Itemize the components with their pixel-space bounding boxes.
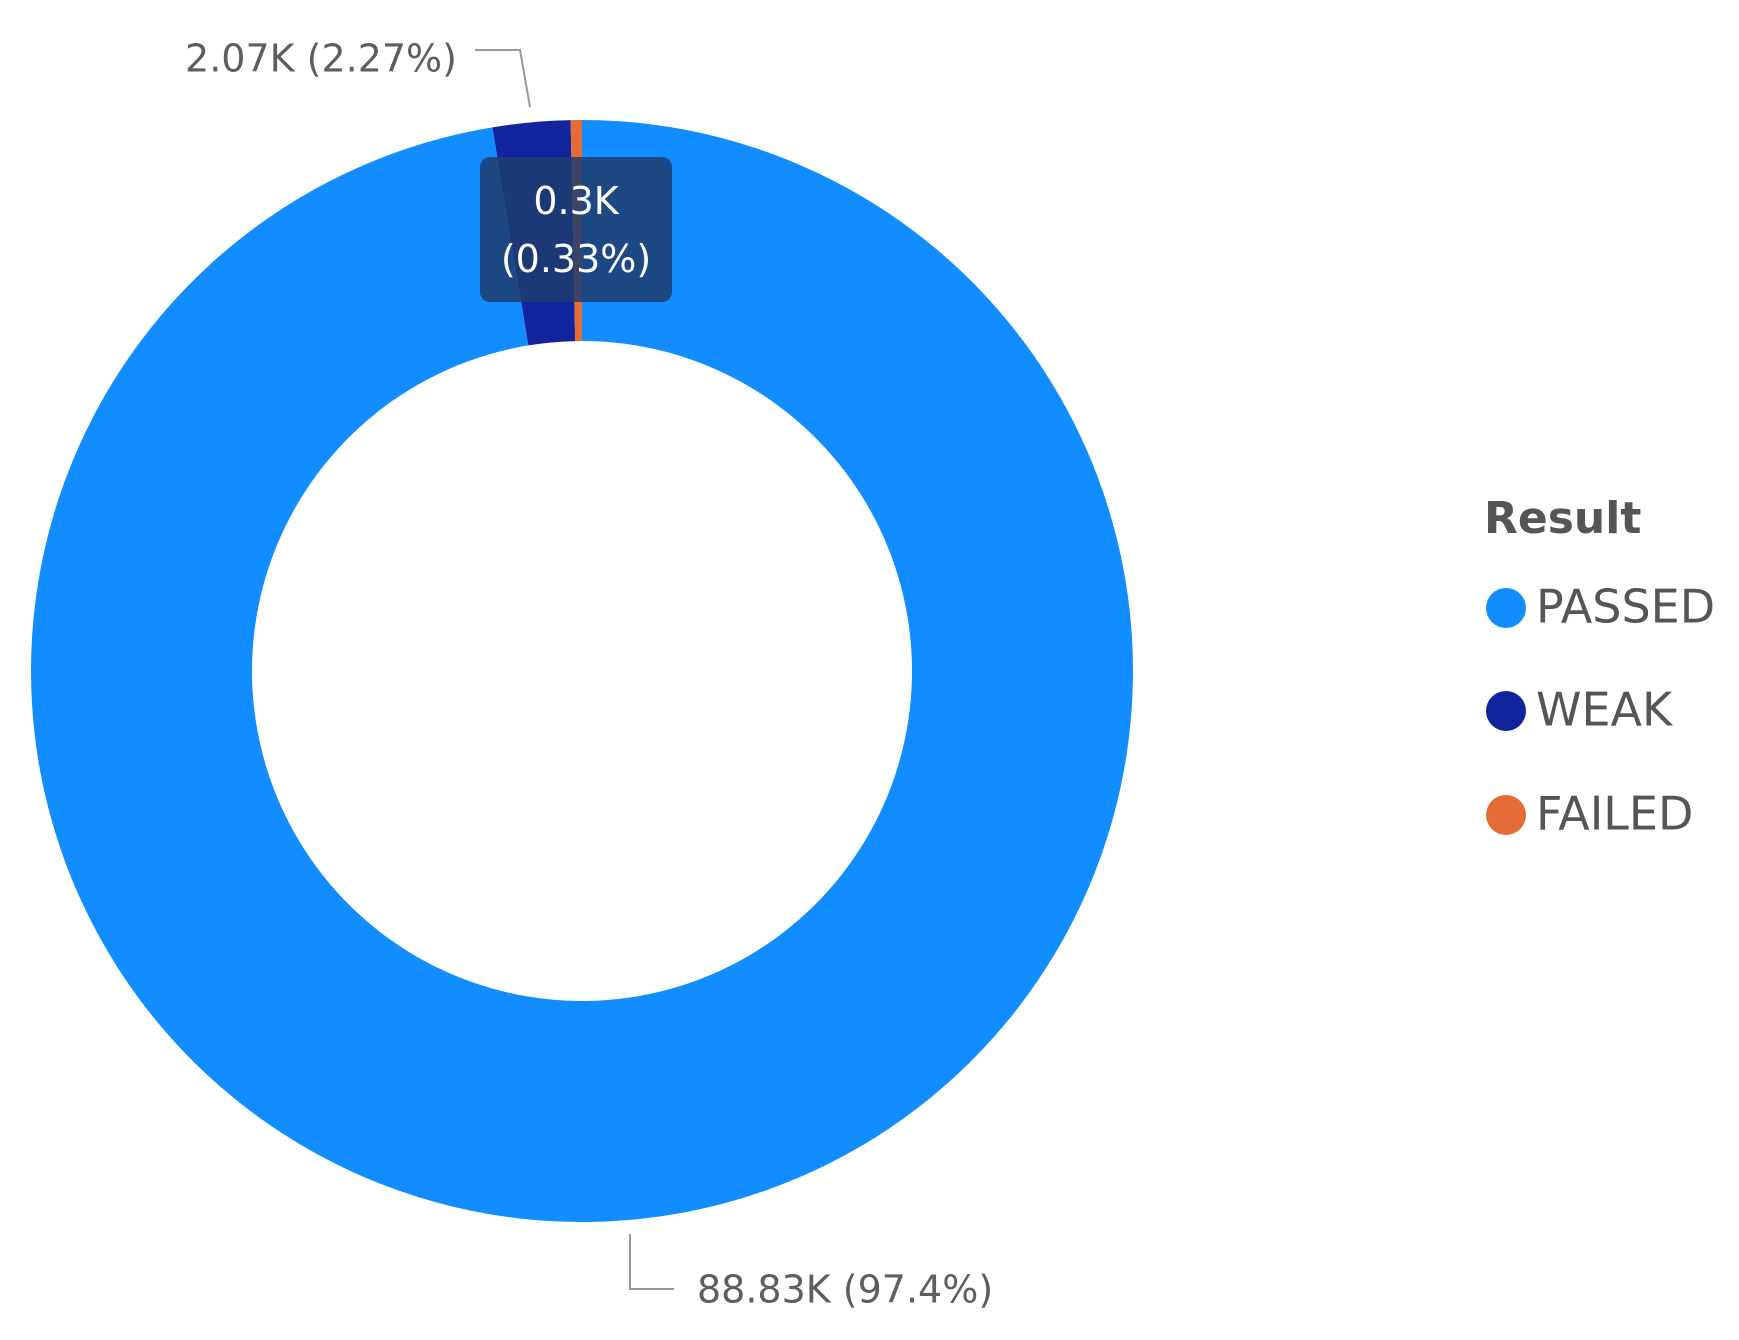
data-label: 0.3K (0.33%) bbox=[480, 157, 672, 302]
leader-line bbox=[629, 1234, 674, 1290]
legend-marker bbox=[1486, 691, 1526, 731]
donut-slice bbox=[30, 120, 1133, 1222]
legend-marker bbox=[1486, 588, 1526, 628]
legend-label: WEAK bbox=[1536, 683, 1674, 737]
legend-label: PASSED bbox=[1536, 580, 1715, 634]
leader-line bbox=[475, 49, 531, 108]
legend-label: FAILED bbox=[1536, 787, 1693, 841]
legend-title: Result bbox=[1484, 493, 1641, 544]
data-label: 88.83K (97.4%) bbox=[697, 1268, 993, 1312]
data-label: 2.07K (2.27%) bbox=[185, 37, 457, 81]
legend-marker bbox=[1486, 795, 1526, 835]
legend: PASSED WEAK FAILED bbox=[1486, 580, 1715, 841]
